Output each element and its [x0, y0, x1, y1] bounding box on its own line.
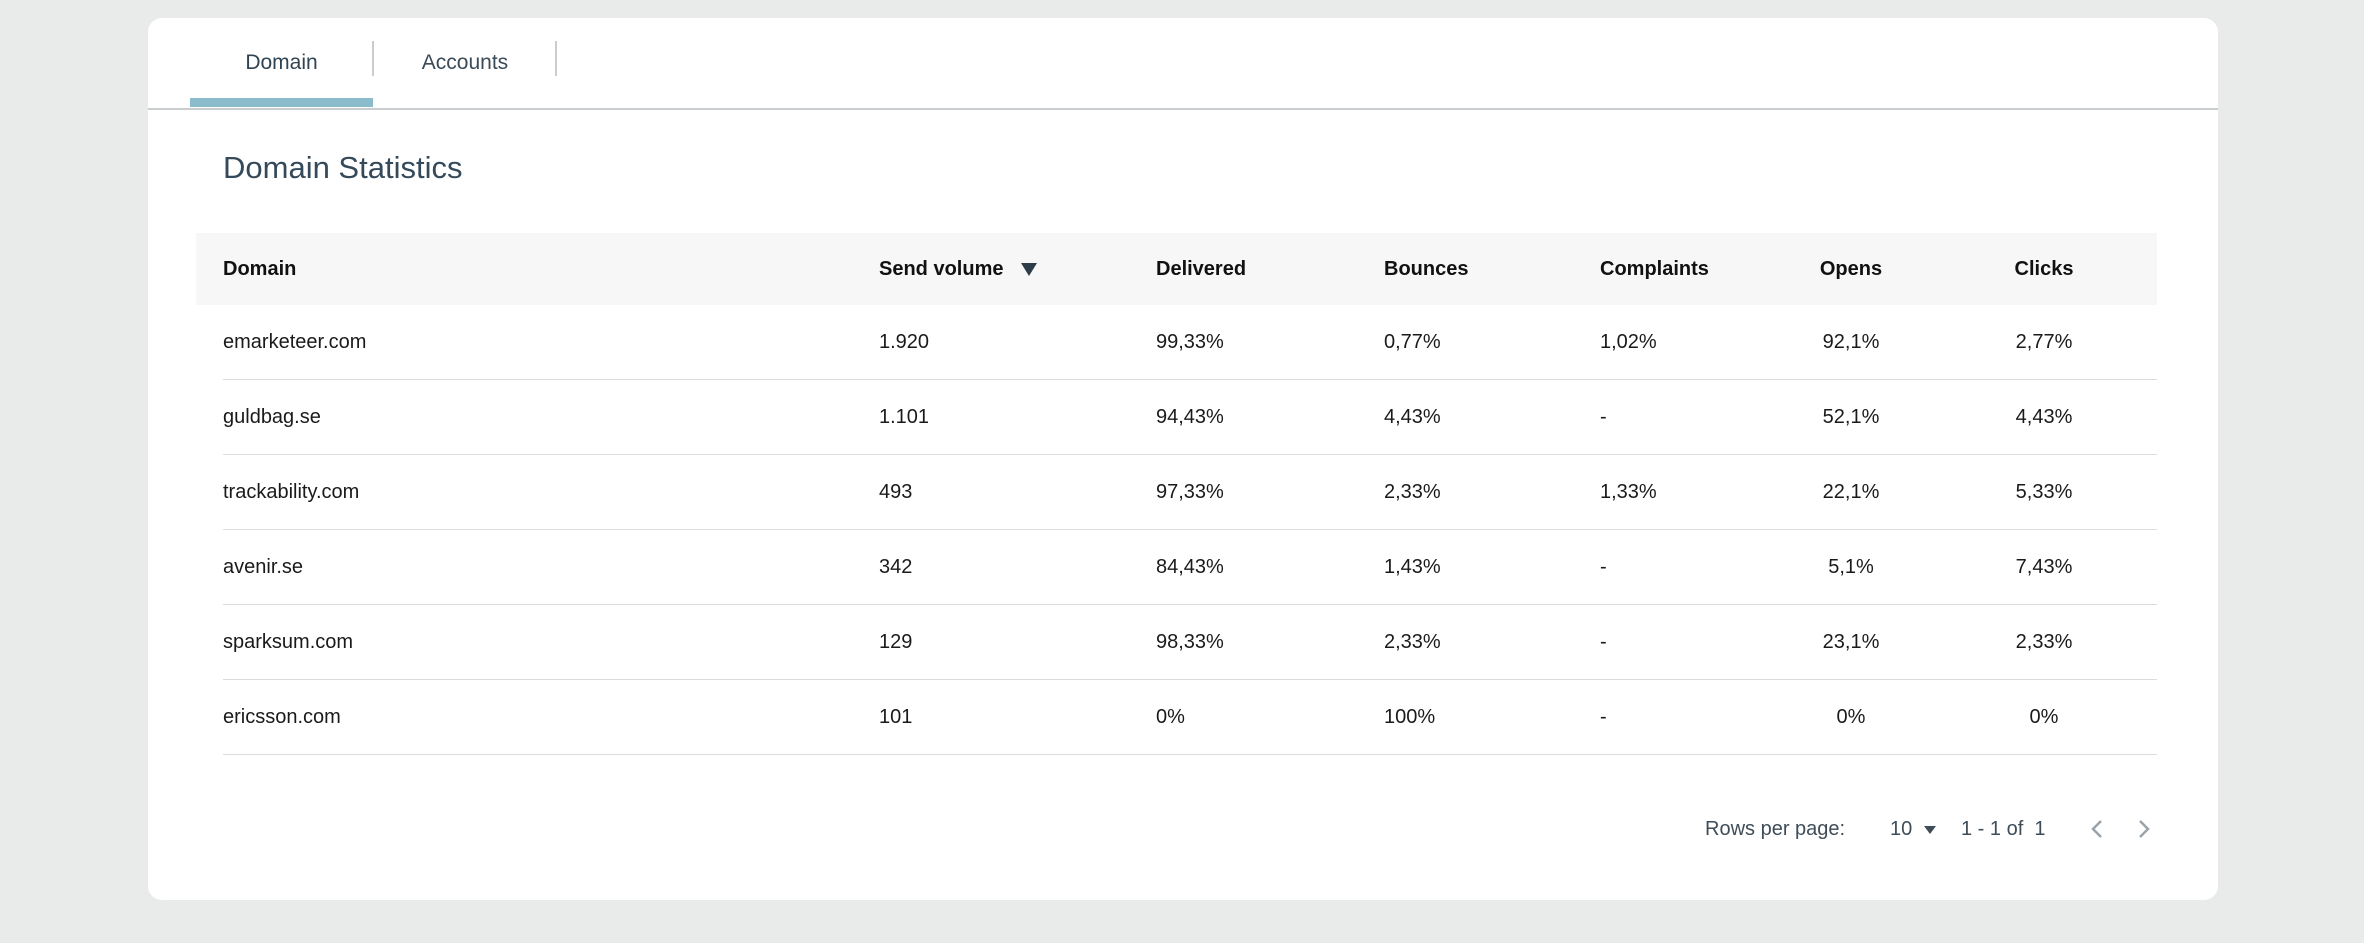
cell-complaints: -: [1600, 705, 1607, 728]
cell-opens: 22,1%: [1822, 480, 1880, 503]
tab-bar: Domain Accounts: [148, 18, 2218, 110]
caret-down-icon: [1924, 825, 1937, 834]
cell-bounces: 100%: [1384, 705, 1436, 728]
cell-send-volume: 493: [879, 480, 913, 503]
column-header-send-volume[interactable]: Send volume: [879, 233, 1038, 305]
next-page-button[interactable]: [2130, 814, 2158, 844]
cell-domain: guldbag.se: [223, 405, 321, 428]
cell-complaints: -: [1600, 630, 1607, 653]
rows-per-page-select[interactable]: 10: [1890, 818, 1937, 841]
cell-delivered: 94,43%: [1156, 405, 1224, 428]
column-header-delivered[interactable]: Delivered: [1156, 257, 1247, 280]
pagination-range: 1 - 1 of 1: [1961, 818, 2046, 840]
cell-send-volume: 101: [879, 705, 913, 728]
column-header-opens[interactable]: Opens: [1819, 257, 1883, 280]
active-tab-indicator: [190, 98, 373, 107]
chevron-right-icon: [2139, 820, 2150, 838]
cell-opens: 23,1%: [1822, 630, 1880, 653]
cell-bounces: 2,33%: [1384, 480, 1441, 503]
domain-stats-table: Domain Send volume Delivered Bounces Com…: [196, 233, 2157, 755]
cell-complaints: -: [1600, 405, 1607, 428]
cell-domain: emarketeer.com: [223, 330, 367, 353]
cell-send-volume: 129: [879, 630, 913, 653]
column-header-domain[interactable]: Domain: [223, 257, 297, 280]
cell-bounces: 2,33%: [1384, 630, 1441, 653]
column-header-complaints[interactable]: Complaints: [1600, 257, 1709, 280]
rows-per-page-value: 10: [1890, 818, 1913, 840]
domain-statistics-card: Domain Accounts Domain Statistics Domain…: [148, 18, 2218, 900]
table-row[interactable]: sparksum.com 129 98,33% 2,33% - 23,1% 2,…: [223, 605, 2157, 680]
tab-accounts[interactable]: Accounts: [421, 51, 509, 74]
cell-clicks: 2,33%: [2015, 630, 2073, 653]
pagination: Rows per page: 10 1 - 1 of 1: [148, 810, 2218, 850]
cell-delivered: 97,33%: [1156, 480, 1224, 503]
cell-domain: sparksum.com: [223, 630, 354, 653]
sort-descending-icon[interactable]: [1021, 262, 1038, 276]
table-row[interactable]: guldbag.se 1.101 94,43% 4,43% - 52,1% 4,…: [223, 380, 2157, 455]
cell-send-volume: 1.920: [879, 330, 930, 353]
table-row[interactable]: ericsson.com 101 0% 100% - 0% 0%: [223, 680, 2157, 755]
cell-domain: trackability.com: [223, 480, 360, 503]
cell-domain: ericsson.com: [223, 705, 341, 728]
tab-domain[interactable]: Domain: [245, 51, 318, 74]
previous-page-button[interactable]: [2083, 814, 2111, 844]
tab-divider: [555, 41, 557, 76]
cell-clicks: 7,43%: [2015, 555, 2073, 578]
cell-opens: 92,1%: [1822, 330, 1880, 353]
rows-per-page-label: Rows per page:: [1705, 818, 1846, 840]
cell-delivered: 0%: [1156, 705, 1185, 728]
table-row[interactable]: trackability.com 493 97,33% 2,33% 1,33% …: [223, 455, 2157, 530]
cell-send-volume: 1.101: [879, 405, 930, 428]
cell-complaints: 1,02%: [1600, 330, 1657, 353]
cell-bounces: 1,43%: [1384, 555, 1441, 578]
cell-complaints: -: [1600, 555, 1607, 578]
cell-delivered: 84,43%: [1156, 555, 1224, 578]
column-header-send-volume-label: Send volume: [879, 257, 1004, 280]
cell-send-volume: 342: [879, 555, 913, 578]
cell-clicks: 0%: [2029, 705, 2059, 728]
cell-bounces: 0,77%: [1384, 330, 1441, 353]
cell-bounces: 4,43%: [1384, 405, 1441, 428]
column-header-clicks[interactable]: Clicks: [2014, 257, 2074, 280]
cell-opens: 5,1%: [1828, 555, 1874, 578]
column-header-bounces[interactable]: Bounces: [1384, 257, 1469, 280]
cell-clicks: 5,33%: [2015, 480, 2073, 503]
cell-domain: avenir.se: [223, 555, 304, 578]
cell-delivered: 98,33%: [1156, 630, 1224, 653]
cell-complaints: 1,33%: [1600, 480, 1657, 503]
chevron-left-icon: [2091, 820, 2102, 838]
table-row[interactable]: avenir.se 342 84,43% 1,43% - 5,1% 7,43%: [223, 530, 2157, 605]
cell-delivered: 99,33%: [1156, 330, 1224, 353]
cell-clicks: 4,43%: [2015, 405, 2073, 428]
table-header: Domain Send volume Delivered Bounces Com…: [196, 233, 2157, 305]
cell-opens: 0%: [1836, 705, 1866, 728]
cell-clicks: 2,77%: [2015, 330, 2073, 353]
cell-opens: 52,1%: [1822, 405, 1880, 428]
tab-divider: [372, 41, 374, 76]
table-row[interactable]: emarketeer.com 1.920 99,33% 0,77% 1,02% …: [223, 305, 2157, 380]
page-title: Domain Statistics: [223, 150, 463, 185]
